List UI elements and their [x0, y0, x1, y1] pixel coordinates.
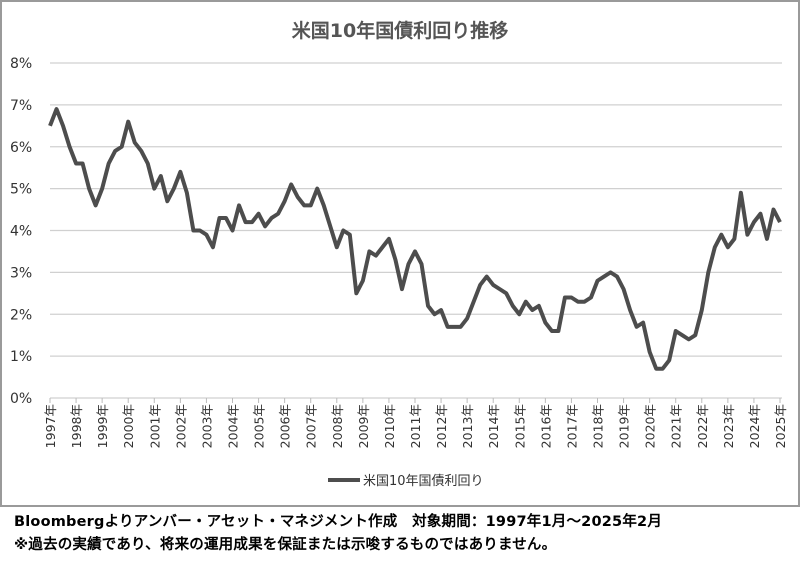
y-axis-ticks: 0% 1% 2% 3% 4% 5% 6% 7% 8% [10, 56, 32, 407]
x-tick-label: 2019年 [617, 404, 632, 448]
x-tick-label: 2005年 [252, 404, 267, 448]
legend-label: 米国10年国債利回り [363, 474, 484, 489]
x-tick-label: 2024年 [747, 404, 762, 448]
disclaimer-note: ※過去の実績であり、将来の運用成果を保証または示唆するものではありません。 [14, 537, 557, 553]
gridlines [50, 62, 782, 399]
x-tick-label: 2011年 [408, 404, 423, 448]
x-tick-label: 2023年 [721, 404, 736, 448]
x-tick-label: 2001年 [147, 404, 162, 448]
x-tick-label: 2016年 [538, 404, 553, 448]
y-tick-label: 3% [10, 265, 32, 281]
x-tick-label: 1999年 [95, 404, 110, 448]
x-tick-label: 2003年 [199, 404, 214, 448]
x-tick-label: 2015年 [512, 404, 527, 448]
x-tick-label: 2021年 [669, 404, 684, 448]
source-note: Bloombergよりアンバー・アセット・マネジメント作成 対象期間：1997年… [14, 514, 663, 530]
series-group [48, 107, 782, 371]
x-tick-label: 2022年 [695, 404, 710, 448]
x-tick-label: 2018年 [591, 404, 606, 448]
x-tick-label: 2020年 [643, 404, 658, 448]
x-tick-label: 1998年 [69, 404, 84, 448]
x-tick-label: 2008年 [330, 404, 345, 448]
y-tick-label: 6% [10, 140, 32, 156]
y-tick-label: 5% [10, 182, 32, 198]
legend: 米国10年国債利回り [328, 474, 484, 489]
x-tick-label: 2004年 [226, 404, 241, 448]
line-chart: 米国10年国債利回り推移 0%1%2%3%4%5%6%7%8% 1997年 199… [10, 19, 788, 489]
x-tick-label: 2025年 [773, 404, 788, 448]
series-line [48, 107, 782, 371]
y-tick-label: 0% [10, 391, 32, 407]
chart-title: 米国10年国債利回り推移 [292, 19, 508, 42]
y-tick-label: 2% [10, 307, 32, 323]
x-tick-label: 2012年 [434, 404, 449, 448]
x-tick-label: 2006年 [278, 404, 293, 448]
x-tick-label: 2002年 [173, 404, 188, 448]
x-tick-label: 2000年 [121, 404, 136, 448]
x-tick-label: 2013年 [460, 404, 475, 448]
x-tick-label: 2009年 [356, 404, 371, 448]
x-tick-label: 2017年 [564, 404, 579, 448]
chart-frame [0, 0, 800, 507]
y-tick-label: 4% [10, 224, 32, 240]
x-tick-label: 2007年 [304, 404, 319, 448]
x-tick-label: 1997年 [43, 404, 58, 448]
x-axis-ticks: 1997年 1998年 1999年 2000年 2001年 2002年 2003年 2004年… [43, 398, 788, 448]
y-tick-label: 7% [10, 98, 32, 114]
x-tick-label: 2010年 [382, 404, 397, 448]
y-tick-label: 1% [10, 349, 32, 365]
x-tick-label: 2014年 [486, 404, 501, 448]
y-tick-label: 8% [10, 56, 32, 72]
